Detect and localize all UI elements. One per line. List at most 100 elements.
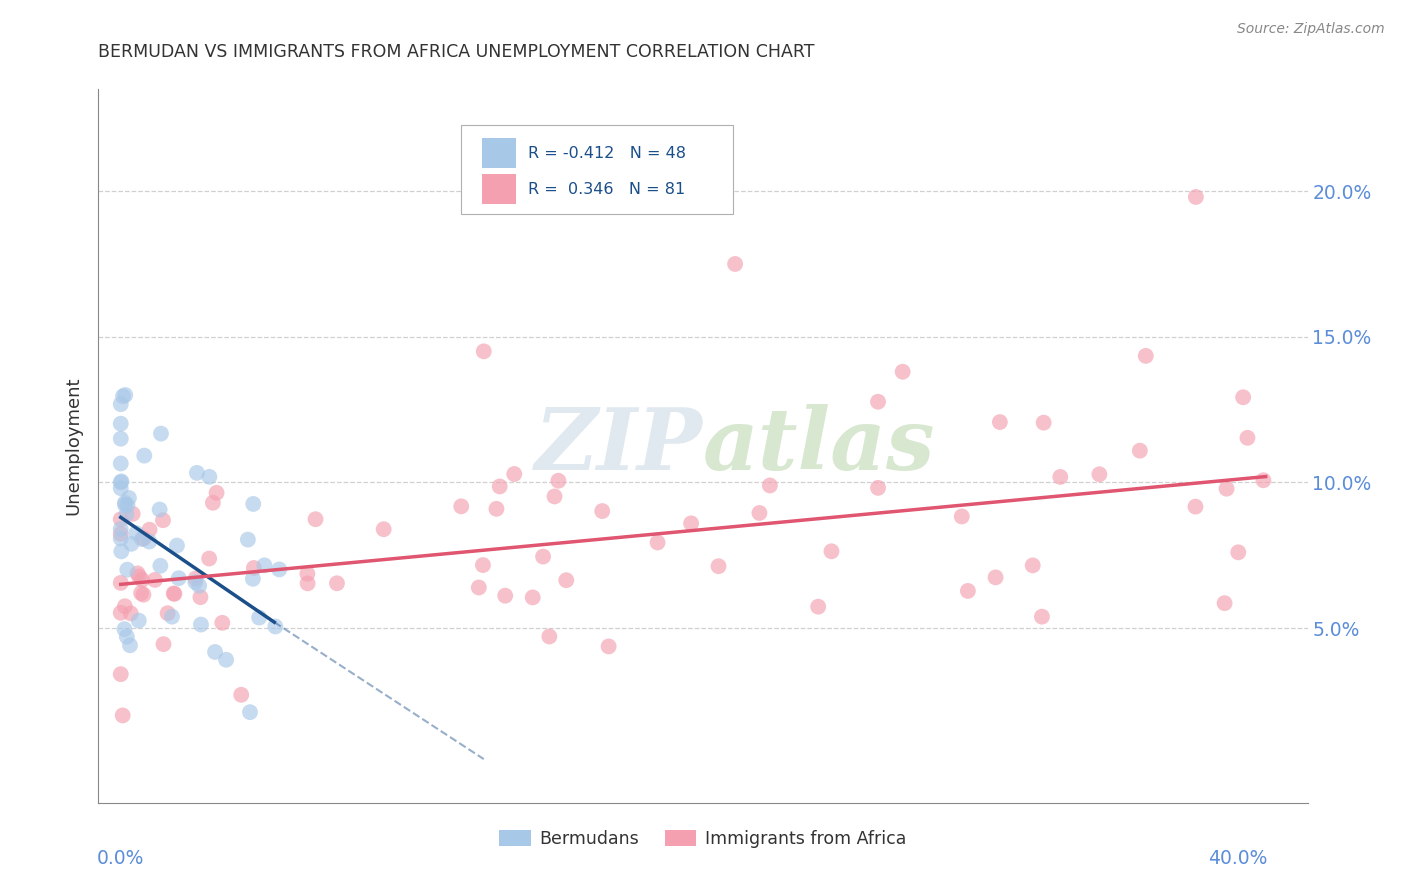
Point	[118, 491, 141, 505]
Point	[127, 566, 149, 581]
Point	[211, 615, 233, 630]
Point	[264, 619, 287, 633]
Point	[131, 573, 153, 587]
Point	[118, 638, 141, 652]
Point	[110, 432, 132, 446]
Point	[1232, 390, 1254, 404]
Point	[156, 606, 179, 620]
Text: Source: ZipAtlas.com: Source: ZipAtlas.com	[1237, 22, 1385, 37]
Point	[1129, 443, 1152, 458]
Point	[138, 523, 160, 537]
Point	[820, 544, 842, 558]
Point	[450, 500, 472, 514]
Point	[149, 426, 172, 441]
Point	[138, 534, 160, 549]
Point	[647, 535, 669, 549]
Point	[163, 587, 186, 601]
Point	[129, 586, 152, 600]
Point	[167, 571, 190, 585]
Point	[1022, 558, 1045, 573]
Text: R = -0.412   N = 48: R = -0.412 N = 48	[527, 146, 686, 161]
Point	[110, 417, 132, 431]
Point	[198, 551, 221, 566]
Point	[110, 512, 132, 526]
Y-axis label: Unemployment: Unemployment	[65, 376, 83, 516]
Point	[488, 479, 510, 493]
Point	[110, 667, 132, 681]
Point	[326, 576, 349, 591]
Point	[543, 490, 565, 504]
Point	[152, 637, 174, 651]
Point	[242, 497, 264, 511]
Point	[204, 645, 226, 659]
Point	[190, 617, 212, 632]
Point	[117, 499, 139, 513]
Text: R =  0.346   N = 81: R = 0.346 N = 81	[527, 182, 685, 196]
Point	[239, 705, 262, 719]
Point	[724, 257, 747, 271]
Point	[114, 496, 136, 510]
Point	[110, 481, 132, 495]
Point	[1032, 416, 1054, 430]
Point	[1215, 482, 1237, 496]
Point	[120, 537, 142, 551]
Point	[503, 467, 526, 481]
Point	[485, 501, 508, 516]
Text: atlas: atlas	[703, 404, 935, 488]
Point	[152, 513, 174, 527]
Point	[591, 504, 613, 518]
FancyBboxPatch shape	[482, 138, 516, 169]
Point	[1213, 596, 1236, 610]
Point	[598, 640, 620, 654]
Point	[110, 522, 132, 536]
Text: 0.0%: 0.0%	[97, 849, 145, 869]
Point	[231, 688, 253, 702]
Point	[190, 590, 212, 604]
Point	[110, 475, 132, 490]
Point	[110, 606, 132, 620]
Point	[988, 415, 1011, 429]
Point	[184, 572, 207, 586]
Point	[1227, 545, 1250, 559]
Point	[304, 512, 326, 526]
Point	[1184, 500, 1206, 514]
Point	[114, 498, 136, 512]
Point	[1236, 431, 1258, 445]
Point	[1185, 190, 1208, 204]
Point	[125, 526, 148, 541]
Point	[120, 607, 142, 621]
Point	[748, 506, 770, 520]
Point	[707, 559, 730, 574]
Point	[149, 558, 172, 573]
Point	[531, 549, 554, 564]
Point	[236, 533, 259, 547]
Point	[110, 575, 132, 590]
Point	[297, 576, 319, 591]
Point	[950, 509, 973, 524]
Point	[555, 573, 578, 587]
Point	[297, 566, 319, 581]
Point	[866, 481, 889, 495]
Point	[242, 572, 264, 586]
Point	[110, 475, 132, 489]
Legend: Bermudans, Immigrants from Africa: Bermudans, Immigrants from Africa	[492, 822, 914, 855]
Point	[110, 457, 132, 471]
Point	[866, 394, 889, 409]
Point	[111, 389, 134, 403]
FancyBboxPatch shape	[482, 174, 516, 204]
Point	[188, 579, 211, 593]
Point	[160, 609, 183, 624]
Point	[131, 532, 153, 546]
Point	[114, 622, 136, 636]
Point	[1135, 349, 1157, 363]
Point	[117, 563, 139, 577]
Point	[143, 573, 166, 587]
Point	[110, 526, 132, 541]
Point	[547, 474, 569, 488]
Point	[984, 570, 1007, 584]
Point	[110, 532, 132, 546]
Point	[205, 485, 228, 500]
Point	[198, 470, 221, 484]
Point	[114, 599, 136, 614]
Point	[494, 589, 516, 603]
